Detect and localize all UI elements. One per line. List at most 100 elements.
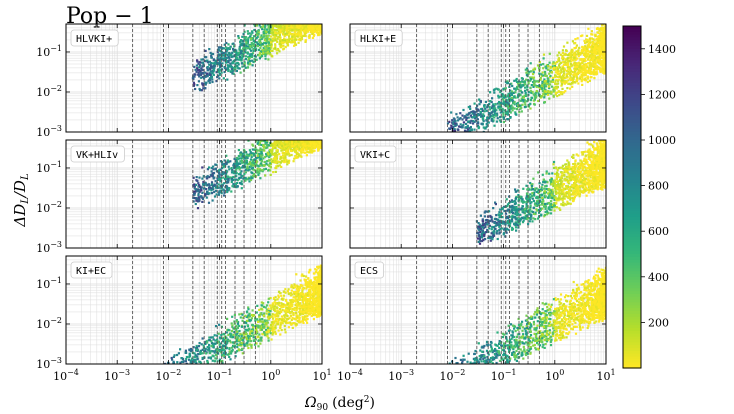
scatter-point xyxy=(308,24,311,27)
scatter-point xyxy=(512,102,515,105)
scatter-point xyxy=(560,68,563,72)
scatter-point xyxy=(283,41,286,44)
scatter-point xyxy=(583,48,586,51)
scatter-point xyxy=(525,100,528,103)
scatter-point xyxy=(545,82,548,85)
scatter-point xyxy=(472,122,475,125)
scatter-point xyxy=(533,82,536,85)
scatter-point xyxy=(258,24,261,27)
scatter-point xyxy=(571,79,574,82)
scatter-point xyxy=(209,64,212,67)
scatter-point xyxy=(531,76,534,79)
scatter-point xyxy=(271,152,274,155)
scatter-point xyxy=(595,43,599,46)
scatter-point xyxy=(530,99,533,102)
scatter-point xyxy=(205,81,208,84)
scatter-point xyxy=(537,99,540,103)
scatter-point xyxy=(468,129,471,132)
scatter-point xyxy=(290,153,293,157)
scatter-point xyxy=(294,38,297,41)
scatter-point xyxy=(258,149,261,152)
scatter-point xyxy=(289,24,292,26)
scatter-point xyxy=(485,123,488,126)
scatter-point xyxy=(306,30,310,33)
scatter-point xyxy=(241,44,244,47)
scatter-point xyxy=(450,124,453,127)
scatter-point xyxy=(236,56,239,60)
scatter-point xyxy=(278,24,281,27)
scatter-point xyxy=(298,31,301,35)
scatter-point xyxy=(585,55,588,58)
scatter-point xyxy=(572,75,575,78)
scatter-point xyxy=(512,91,515,94)
panel-label-box xyxy=(354,29,403,47)
scatter-point xyxy=(279,26,283,29)
scatter-point xyxy=(567,82,570,85)
scatter-point xyxy=(271,31,275,34)
scatter-point xyxy=(235,69,238,72)
scatter-point xyxy=(484,107,487,110)
scatter-point xyxy=(262,46,265,50)
scatter-point xyxy=(218,59,221,62)
scatter-point xyxy=(473,117,477,120)
scatter-point xyxy=(193,197,196,200)
scatter-point xyxy=(558,94,561,97)
ticks xyxy=(65,24,323,133)
scatter-point xyxy=(198,190,201,193)
scatter-point xyxy=(261,24,264,26)
scatter-point xyxy=(554,79,557,82)
scatter-point xyxy=(577,54,580,58)
scatter-point xyxy=(246,40,250,43)
scatter-point xyxy=(264,53,267,56)
scatter-point xyxy=(317,34,320,37)
scatter-point xyxy=(476,114,480,117)
scatter-point xyxy=(237,51,240,55)
scatter-point xyxy=(289,28,292,31)
scatter-point xyxy=(232,50,236,53)
scatter-point xyxy=(206,68,209,72)
scatter-point xyxy=(569,74,572,77)
scatter-point xyxy=(556,72,559,75)
scatter-point xyxy=(541,90,544,93)
scatter-point xyxy=(199,71,202,74)
scatter-point xyxy=(496,117,499,120)
scatter-point xyxy=(262,146,265,149)
scatter-point xyxy=(241,39,244,42)
scatter-point xyxy=(574,69,577,72)
scatter-point xyxy=(523,94,526,97)
scatter-point xyxy=(459,125,462,129)
scatter-point xyxy=(595,71,598,74)
scatter-point xyxy=(504,87,507,90)
scatter-point xyxy=(246,38,249,41)
scatter-point xyxy=(274,47,277,50)
scatter-point xyxy=(246,178,249,181)
scatter-point xyxy=(208,63,211,66)
scatter-point xyxy=(529,78,533,81)
scatter-point xyxy=(204,49,207,52)
scatter-point xyxy=(584,59,587,62)
scatter-point xyxy=(225,173,228,176)
scatter-point xyxy=(592,38,595,41)
scatter-point xyxy=(283,28,286,31)
scatter-point xyxy=(192,184,195,187)
scatter-point xyxy=(587,71,590,74)
y-tick-label: 10−2 xyxy=(36,84,62,99)
scatter-point xyxy=(209,186,212,190)
scatter-point xyxy=(555,71,558,74)
scatter-point xyxy=(567,72,570,75)
scatter-point xyxy=(555,82,558,85)
scatter-point xyxy=(259,50,263,53)
scatter-point xyxy=(248,168,251,171)
scatter-point xyxy=(502,120,505,124)
scatter-point xyxy=(509,92,512,95)
scatter-point xyxy=(270,158,273,161)
scatter-point xyxy=(587,46,590,49)
scatter-point xyxy=(595,52,598,55)
scatter-point xyxy=(283,161,286,164)
scatter-point xyxy=(310,151,314,154)
scatter-point xyxy=(505,99,508,102)
scatter-point xyxy=(470,129,473,132)
scatter-point xyxy=(521,98,524,101)
scatter-point xyxy=(288,146,292,149)
scatter-point xyxy=(500,93,503,96)
